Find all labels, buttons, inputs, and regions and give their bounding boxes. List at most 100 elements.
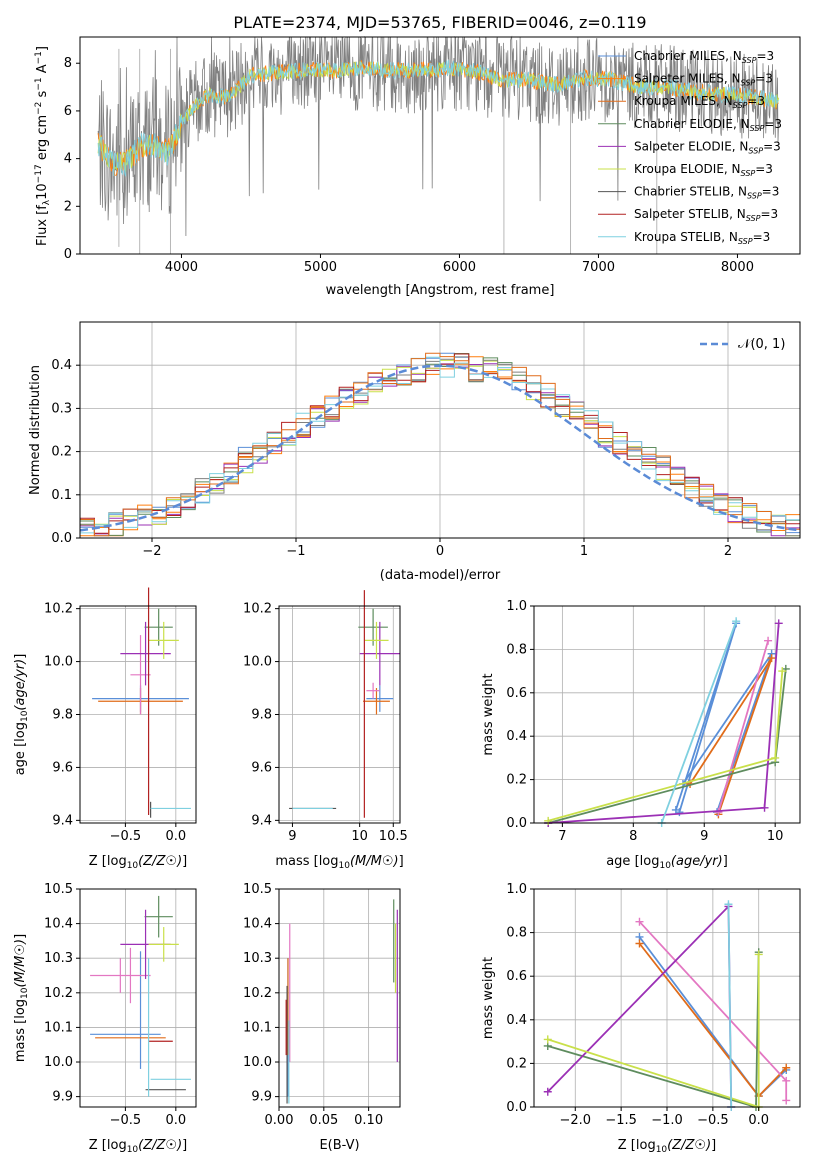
figure-title: PLATE=2374, MJD=53765, FIBERID=0046, z=0… — [233, 13, 646, 32]
age-vs-mass-ytick-label: 9.6 — [251, 760, 272, 775]
mass-vs-ebv-ytick-label: 10.5 — [243, 882, 272, 897]
weight-vs-age-ytick-label: 0.6 — [506, 686, 527, 701]
mass-vs-ebv-xlabel: E(B-V) — [319, 1138, 359, 1153]
weight-vs-age-marker — [771, 753, 780, 762]
weight-vs-age-marker — [764, 636, 773, 645]
weight-vs-Z-marker — [724, 900, 733, 909]
residual-ytick-label: 0.0 — [51, 531, 72, 546]
weight-vs-Z-xtick-label: −1.0 — [651, 1113, 683, 1128]
age-vs-mass-point — [358, 608, 388, 646]
weight-vs-Z-marker — [754, 950, 763, 959]
residual-ytick-label: 0.1 — [51, 488, 72, 503]
mass-vs-ebv-ytick-label: 10.1 — [243, 1020, 272, 1035]
weight-vs-Z-ytick-label: 0.4 — [506, 1013, 527, 1028]
spectrum-ytick-label: 6 — [64, 104, 72, 119]
panel-age-vs-Z: −0.5 0.0 9.4 9.6 9.8 10.0 10.2 Z [log10(Z/Z☉)] a… — [13, 587, 197, 871]
panel-weight-vs-Z: −2.0 −1.5 −1.0 −0.5 0.0 0.0 0.2 0.4 0.6 0.8 1.0 Z [… — [481, 882, 801, 1155]
weight-vs-age-xlabel: age [log10(age/yr)] — [606, 854, 728, 871]
weight-vs-age-ylabel: mass weight — [481, 673, 496, 755]
mass-vs-Z-ytick-label: 10.2 — [44, 986, 73, 1001]
spectrum-legend-label: Kroupa ELODIE, NSSP=3 — [634, 162, 773, 178]
spectrum-xtick-label: 4000 — [165, 260, 198, 275]
age-vs-Z-ytick-label: 9.4 — [52, 813, 73, 828]
spectrum-xtick-label: 6000 — [443, 260, 476, 275]
weight-vs-Z-marker — [543, 1087, 552, 1096]
mass-vs-ebv-frame — [278, 888, 401, 1108]
weight-vs-age-marker — [778, 667, 787, 676]
age-vs-Z-ylabel: age [log10(age/yr)] — [13, 654, 30, 776]
mass-vs-Z-point — [144, 895, 173, 938]
mass-vs-ebv-ytick-label: 10.3 — [243, 951, 272, 966]
spectrum-ytick-label: 4 — [64, 152, 72, 167]
age-vs-Z-ytick-label: 9.8 — [52, 708, 73, 723]
weight-vs-Z-series — [727, 904, 733, 1108]
age-vs-mass-xtick-label: 9 — [288, 829, 296, 844]
spectrum-xtick-label: 8000 — [721, 260, 754, 275]
weight-vs-age-marker — [760, 803, 769, 812]
weight-vs-Z-xlabel: Z [log10(Z/Z☉)] — [618, 1138, 716, 1155]
age-vs-Z-ytick-label: 10.2 — [44, 602, 73, 617]
weight-vs-Z-ylabel: mass weight — [481, 957, 496, 1039]
weight-vs-age-series — [547, 671, 784, 822]
age-vs-Z-point — [148, 621, 179, 659]
weight-vs-age-xtick-label: 8 — [629, 829, 637, 844]
age-vs-mass-point — [366, 682, 380, 699]
weight-vs-Z-marker — [782, 1096, 791, 1105]
mass-vs-Z-ytick-label: 10.1 — [44, 1020, 73, 1035]
panel-mass-vs-ebv: 0.00 0.05 0.10 9.9 10.0 10.1 10.2 10.3 10.4 10.5 E… — [243, 882, 401, 1153]
weight-vs-Z-marker — [635, 917, 644, 926]
panel-mass-vs-Z: −0.5 0.0 9.9 10.0 10.1 10.2 10.3 10.4 10.5 Z [log… — [13, 882, 197, 1155]
weight-vs-Z-xtick-label: −2.0 — [559, 1113, 591, 1128]
spectrum-lines — [97, 35, 780, 254]
residual-ytick-label: 0.2 — [51, 445, 72, 460]
mass-vs-Z-point — [148, 927, 179, 962]
mass-vs-Z-ytick-label: 10.5 — [44, 882, 73, 897]
residual-ytick-label: 0.3 — [51, 401, 72, 416]
age-vs-mass-ytick-label: 10.0 — [243, 655, 272, 670]
residual-ylabel: Normed distribution — [28, 365, 43, 495]
weight-vs-Z-ytick-label: 1.0 — [506, 882, 527, 897]
age-vs-mass-point — [359, 621, 400, 686]
mass-vs-ebv-ytick-label: 9.9 — [251, 1090, 272, 1105]
weight-vs-age-xtick-label: 7 — [558, 829, 566, 844]
weight-vs-Z-ytick-label: 0.0 — [506, 1100, 527, 1115]
gaussian-legend-label: 𝒩(0, 1) — [738, 337, 785, 352]
weight-vs-Z-marker — [782, 1076, 791, 1085]
age-vs-Z-point — [144, 608, 173, 646]
age-vs-mass-ytick-label: 10.2 — [243, 602, 272, 617]
weight-vs-age-ytick-label: 0.8 — [506, 642, 527, 657]
mass-vs-Z-frame — [79, 888, 197, 1108]
age-vs-Z-xtick-label: 0.0 — [165, 829, 186, 844]
spectrum-xtick-label: 5000 — [304, 260, 337, 275]
spectrum-legend-label: Chabrier MILES, NSSP=3 — [634, 49, 774, 65]
age-vs-mass-point — [364, 621, 389, 659]
mass-vs-Z-ytick-label: 10.3 — [44, 951, 73, 966]
mass-vs-Z-point — [90, 958, 151, 993]
residual-legend: 𝒩(0, 1) — [700, 337, 785, 352]
mass-vs-Z-ytick-label: 10.0 — [44, 1055, 73, 1070]
mass-vs-Z-xtick-label: −0.5 — [110, 1113, 142, 1128]
age-vs-Z-ytick-label: 10.0 — [44, 655, 73, 670]
mass-vs-ebv-xtick-label: 0.00 — [265, 1113, 294, 1128]
mass-vs-ebv-xtick-label: 0.10 — [354, 1113, 383, 1128]
spectrum-xlabel: wavelength [Angstrom, rest frame] — [326, 283, 555, 298]
residual-xtick-label: 1 — [580, 544, 588, 559]
age-vs-Z-xlabel: Z [log10(Z/Z☉)] — [89, 854, 187, 871]
weight-vs-age-ytick-label: 0.4 — [506, 729, 527, 744]
spectrum-axes-frame — [79, 36, 801, 255]
residual-xtick-label: −1 — [286, 544, 305, 559]
spectrum-xtick-label: 7000 — [582, 260, 615, 275]
weight-vs-age-xtick-label: 10 — [767, 829, 784, 844]
mass-vs-Z-xtick-label: 0.0 — [165, 1113, 186, 1128]
age-vs-mass-xtick-label: 10 — [351, 829, 368, 844]
age-vs-mass-point — [366, 685, 394, 712]
weight-vs-age-marker — [714, 808, 723, 817]
spectrum-legend-label: Chabrier STELIB, NSSP=3 — [634, 185, 779, 201]
weight-vs-age-xtick-label: 9 — [700, 829, 708, 844]
residual-histogram — [80, 356, 800, 534]
residual-histograms — [79, 352, 801, 537]
spectrum-legend-label: Salpeter ELODIE, NSSP=3 — [634, 139, 781, 155]
weight-vs-Z-series — [547, 954, 760, 1109]
weight-vs-age-marker — [675, 808, 684, 817]
weight-vs-age-ytick-label: 0.2 — [506, 773, 527, 788]
